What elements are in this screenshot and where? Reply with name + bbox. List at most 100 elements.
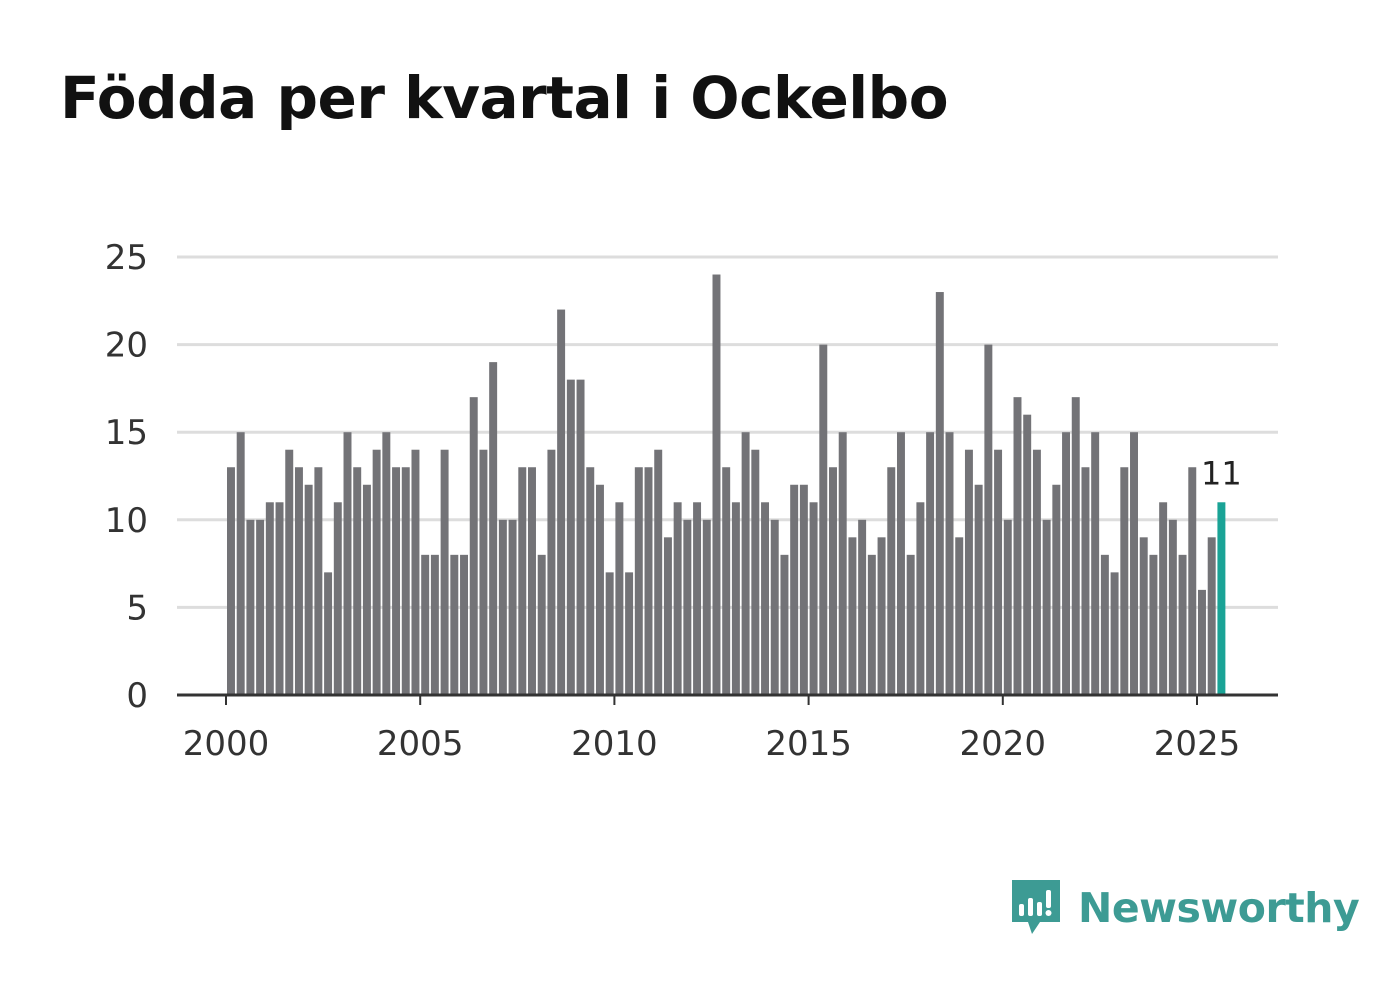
bar (877, 537, 886, 695)
bar (644, 467, 653, 695)
bar (906, 554, 915, 695)
bars (227, 274, 1226, 695)
bar (479, 449, 488, 695)
x-tick-label-2005: 2005 (377, 724, 464, 764)
bar (663, 537, 672, 695)
bar (1198, 589, 1206, 695)
bar (460, 554, 468, 695)
chart-title: Födda per kvartal i Ockelbo (60, 64, 949, 132)
bar (285, 449, 294, 695)
bar (955, 537, 964, 695)
x-tick-label-2025: 2025 (1154, 724, 1241, 764)
bar (1052, 484, 1061, 695)
bar (712, 274, 721, 695)
bar (576, 379, 585, 695)
newsworthy-logo: Newsworthy (1010, 878, 1360, 938)
bar (547, 449, 556, 695)
bar-highlight (1217, 502, 1226, 695)
bar (683, 519, 692, 695)
bar (634, 467, 643, 695)
bar (1149, 554, 1158, 695)
bar (605, 572, 614, 695)
y-tick-label-25: 25 (105, 238, 148, 278)
bar (896, 432, 905, 695)
bar (1062, 432, 1071, 695)
bar (984, 344, 993, 695)
bar (1032, 449, 1041, 695)
bar (1100, 554, 1109, 695)
bar (858, 519, 867, 695)
bar (294, 467, 303, 695)
x-tick-label-2020: 2020 (960, 724, 1047, 764)
x-tick-label-2000: 2000 (183, 724, 270, 764)
bar (1110, 572, 1119, 695)
bar (702, 519, 711, 695)
bar (964, 449, 973, 695)
bar (751, 449, 760, 695)
bar (1023, 414, 1032, 695)
bar (741, 432, 750, 695)
bar (498, 519, 507, 695)
bar (236, 432, 245, 695)
bar (256, 519, 265, 695)
bar (265, 502, 274, 695)
bar (887, 467, 896, 695)
bar (1071, 397, 1080, 695)
bar (1207, 537, 1216, 695)
bar (518, 467, 527, 695)
bar (935, 292, 944, 695)
bar (809, 502, 818, 695)
bar (722, 467, 731, 695)
bar (489, 362, 498, 695)
bar (1081, 467, 1090, 695)
y-tick-label-0: 0 (126, 676, 148, 716)
bar (392, 467, 401, 695)
bar (974, 484, 983, 695)
bar (761, 502, 770, 695)
bar (790, 484, 799, 695)
bar (362, 484, 371, 695)
bar (528, 467, 536, 695)
bar (819, 344, 828, 695)
bar (275, 502, 284, 695)
axes (177, 693, 1278, 705)
bar (945, 432, 954, 695)
bar (654, 449, 663, 695)
x-tick-label-2015: 2015 (765, 724, 852, 764)
newsworthy-chart-bubble-icon (1012, 880, 1060, 934)
bar (1013, 397, 1022, 695)
bar (1188, 467, 1197, 695)
bar (411, 449, 420, 695)
y-tick-label-5: 5 (126, 588, 148, 628)
bar (595, 484, 604, 695)
bar (1130, 432, 1138, 695)
bar (1042, 519, 1051, 695)
bar (673, 502, 682, 695)
bar (1120, 467, 1129, 695)
bar (1178, 554, 1187, 695)
bar (838, 432, 847, 695)
bar (994, 449, 1003, 695)
bar (246, 519, 255, 695)
bar (615, 502, 624, 695)
bar (314, 467, 323, 695)
bar (430, 554, 439, 695)
x-tick-label-2010: 2010 (571, 724, 658, 764)
bar (469, 397, 478, 695)
bar (401, 467, 410, 695)
bar (1168, 519, 1177, 695)
y-tick-label-10: 10 (105, 501, 148, 541)
bar (848, 537, 857, 695)
y-tick-label-20: 20 (105, 326, 148, 366)
bar (926, 432, 935, 695)
bar (625, 572, 634, 695)
bar (1139, 537, 1148, 695)
highlight-value-label: 11 (1201, 454, 1242, 492)
bar (227, 467, 235, 695)
bar (440, 449, 449, 695)
bar (304, 484, 313, 695)
bar (770, 519, 779, 695)
bar (324, 572, 333, 695)
